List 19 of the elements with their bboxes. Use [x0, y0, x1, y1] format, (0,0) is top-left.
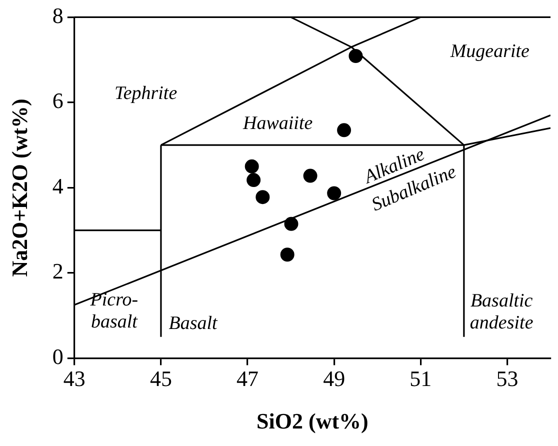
y-tick-label: 0 [52, 344, 64, 369]
x-tick-label: 47 [236, 366, 259, 392]
y-tick-label: 4 [52, 173, 64, 198]
annotation: Picro- basalt [89, 289, 138, 332]
annotation: Basalt [168, 313, 218, 334]
x-tick-label: 45 [150, 366, 172, 392]
y-axis-title: Na2O+K2O (wt%) [6, 98, 32, 277]
x-tick-label: 53 [496, 366, 518, 392]
x-axis-title: SiO2 (wt%) [256, 408, 368, 434]
x-tick-label: 43 [63, 366, 86, 392]
annotation: Mugearite [449, 41, 530, 62]
y-tick-label: 6 [52, 88, 64, 114]
annotation: Hawaiite [242, 112, 313, 134]
x-tick-label: 49 [323, 366, 346, 392]
annotation: Basaltic andesite [470, 290, 534, 334]
annotation: Tephrite [114, 82, 178, 104]
y-tick-label: 2 [52, 258, 64, 284]
x-tick-label: 51 [410, 366, 432, 392]
y-tick-label: 8 [52, 2, 64, 28]
